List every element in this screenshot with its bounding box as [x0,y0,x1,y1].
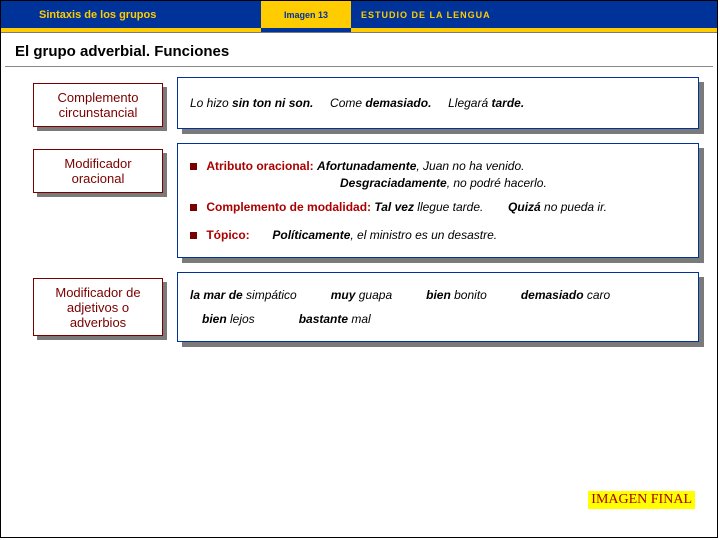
content-modificador-oracional: Atributo oracional: Afortunadamente, Jua… [177,143,699,258]
examples-line-2: bien lejos bastante mal [202,312,686,326]
t: demasiado [521,288,584,302]
label-line: Complemento [58,90,139,105]
header-bar: Sintaxis de los grupos Imagen 13 ESTUDIO… [1,1,717,33]
bullet-icon [190,232,197,239]
text: , no podré hacerlo. [447,176,547,190]
label-modificador-adj-adv: Modificador de adjetivos o adverbios [33,278,163,336]
t: mal [348,312,371,326]
row-modificador-adj-adv: Modificador de adjetivos o adverbios la … [1,272,717,342]
t: simpático [243,288,297,302]
t: caro [584,288,611,302]
header-page: Imagen 13 [261,1,351,32]
label-line: Modificador de [55,285,140,300]
label-line: adjetivos o [67,300,129,315]
row-modificador-oracional: Modificador oracional Atributo oracional… [1,143,717,258]
sub-label: Complemento de modalidad: [206,200,371,214]
slide-title: El grupo adverbial. Funciones [1,33,717,66]
text-emph: Afortunadamente [317,159,416,173]
text-emph: sin ton ni son. [232,96,313,110]
content-modificador-adj-adv: la mar de simpático muy guapa bien bonit… [177,272,699,342]
label-line: Modificador [64,156,131,171]
text: no pueda ir. [541,200,607,214]
t: bien [426,288,451,302]
text-emph: demasiado. [365,96,431,110]
text: llegue tarde. [414,200,483,214]
label-line: adverbios [70,315,126,330]
t: bonito [451,288,487,302]
t: muy [331,288,356,302]
text-emph: tarde. [491,96,524,110]
text: , Juan no ha venido. [416,159,524,173]
t: lejos [227,312,255,326]
label-line: oracional [72,171,125,186]
sub-label: Atributo oracional: [206,159,313,173]
header-topic: Sintaxis de los grupos [1,1,261,32]
line-complemento-modalidad: Complemento de modalidad: Tal vez llegue… [190,200,686,214]
bullet-icon [190,163,197,170]
text-emph: Quizá [508,200,541,214]
label-complemento: Complemento circunstancial [33,83,163,127]
text: Llegará [448,96,491,110]
sub-label: Tópico: [206,228,249,242]
text-emph: Políticamente [272,228,350,242]
text: , el ministro es un desastre. [350,228,497,242]
text: Lo hizo [190,96,232,110]
t: bien [202,312,227,326]
label-line: circunstancial [59,105,138,120]
t: bastante [299,312,348,326]
text: Come [330,96,365,110]
t: guapa [355,288,392,302]
slide-frame: Sintaxis de los grupos Imagen 13 ESTUDIO… [0,0,718,538]
imagen-final-link[interactable]: IMAGEN FINAL [588,491,695,509]
examples-line-1: la mar de simpático muy guapa bien bonit… [190,288,686,302]
bullet-icon [190,204,197,211]
line-atributo-2: Desgraciadamente, no podré hacerlo. [340,176,686,190]
divider [5,66,713,67]
content-complemento: Lo hizo sin ton ni son. Come demasiado. … [177,77,699,129]
text-emph: Tal vez [374,200,414,214]
header-course: ESTUDIO DE LA LENGUA [351,1,717,32]
t: la mar de [190,288,243,302]
row-complemento: Complemento circunstancial Lo hizo sin t… [1,77,717,129]
line-topico: Tópico: Políticamente, el ministro es un… [190,228,686,242]
line-atributo: Atributo oracional: Afortunadamente, Jua… [190,159,686,173]
text-emph: Desgraciadamente [340,176,447,190]
label-modificador-oracional: Modificador oracional [33,149,163,193]
